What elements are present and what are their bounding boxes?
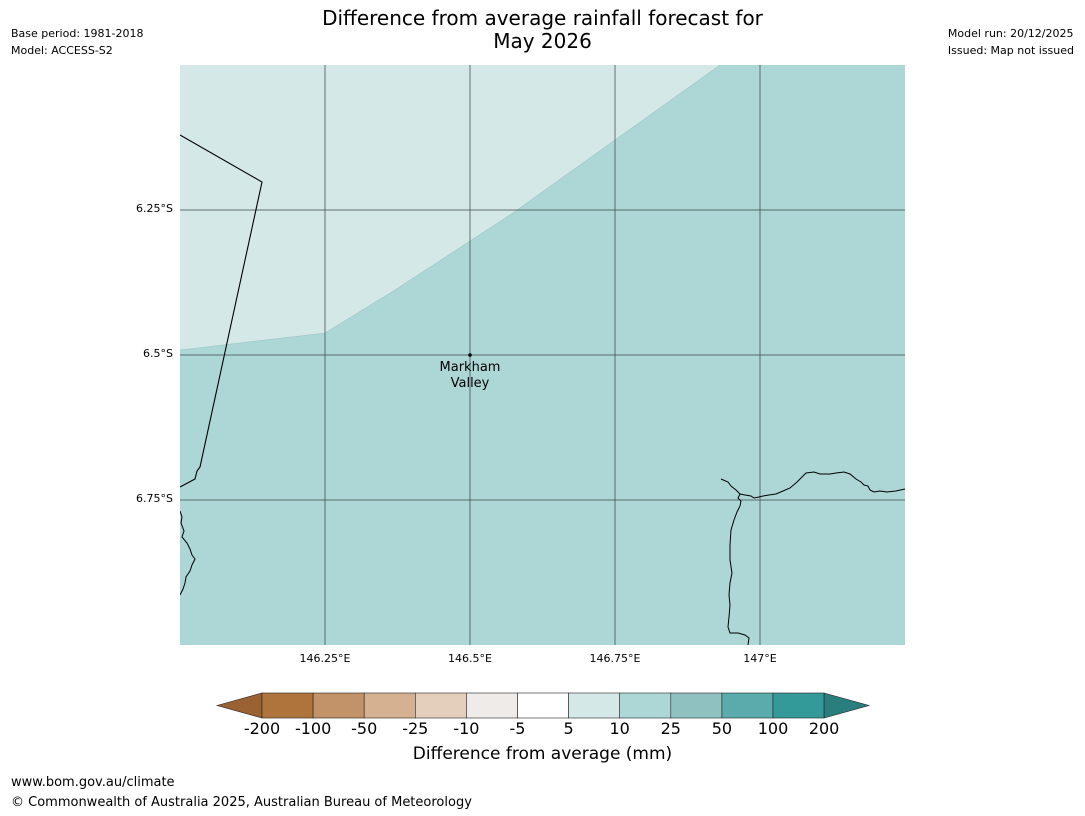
colorbar-tick-label: -200 [243, 719, 281, 738]
region-boundary [180, 65, 721, 351]
colorbar-tick-label: 10 [609, 719, 630, 738]
colorbar-tick-label: 5 [563, 719, 574, 738]
colorbar-swatch [466, 692, 518, 719]
colorbar-swatch [619, 692, 672, 719]
lon-tick-label: 147°E [743, 652, 777, 665]
colorbar-swatch [772, 692, 825, 719]
colorbar-tick-label: -25 [402, 719, 429, 738]
coastline-west [180, 510, 196, 596]
colorbar-tick-label: -100 [294, 719, 332, 738]
coastline-river [727, 493, 750, 645]
coastline-north [720, 471, 905, 499]
border-line [180, 134, 263, 488]
lon-tick-label: 146.25°E [299, 652, 351, 665]
footer-copyright: © Commonwealth of Australia 2025, Austra… [11, 795, 472, 810]
colorbar-tick-label: -10 [453, 719, 480, 738]
place-name-line-2: Valley [450, 376, 490, 391]
colorbar-swatch [670, 692, 723, 719]
colorbar [215, 692, 871, 719]
place-label: Markham Valley [410, 360, 530, 392]
colorbar-label: Difference from average (mm) [412, 744, 673, 764]
rainfall-map [180, 65, 905, 645]
model-run-text: Model run: 20/12/2025 [947, 27, 1074, 40]
place-name-line-1: Markham [439, 360, 501, 375]
colorbar-tick-label: 100 [757, 719, 789, 738]
lon-tick-label: 146.5°E [448, 652, 492, 665]
lat-tick-label: 6.25°S [136, 202, 173, 215]
title-line-2: May 2026 [493, 29, 592, 53]
region-light-rainfall [180, 65, 720, 350]
colorbar-tick-label: -5 [509, 719, 526, 738]
markham-valley-marker [468, 353, 472, 357]
meta-right: Model run: 20/12/2025 Issued: Map not is… [948, 25, 1074, 59]
colorbar-swatch [312, 692, 365, 719]
colorbar-swatch [568, 692, 621, 719]
colorbar-arrow-left [215, 692, 263, 719]
model-text: Model: ACCESS-S2 [11, 44, 113, 57]
issued-text: Issued: Map not issued [947, 44, 1074, 57]
colorbar-swatch [415, 692, 467, 719]
lat-tick-label: 6.75°S [136, 492, 173, 505]
grid-lines [180, 65, 905, 645]
lon-tick-label: 146.75°E [589, 652, 641, 665]
meta-left: Base period: 1981-2018 Model: ACCESS-S2 [11, 25, 143, 59]
colorbar-arrow-right [823, 692, 871, 719]
colorbar-tick-label: 25 [660, 719, 681, 738]
title-line-1: Difference from average rainfall forecas… [322, 6, 763, 30]
colorbar-tick-label: 50 [711, 719, 733, 738]
colorbar-swatch [721, 692, 774, 719]
lat-tick-label: 6.5°S [143, 347, 173, 360]
footer-url: www.bom.gov.au/climate [11, 775, 175, 790]
colorbar-swatch [363, 692, 416, 719]
colorbar-swatch [517, 692, 569, 719]
colorbar-swatch [261, 692, 314, 719]
map-title: Difference from average rainfall forecas… [0, 7, 1085, 53]
colorbar-tick-label: -50 [351, 719, 378, 738]
base-period-text: Base period: 1981-2018 [11, 27, 144, 40]
colorbar-tick-label: 200 [808, 719, 840, 738]
